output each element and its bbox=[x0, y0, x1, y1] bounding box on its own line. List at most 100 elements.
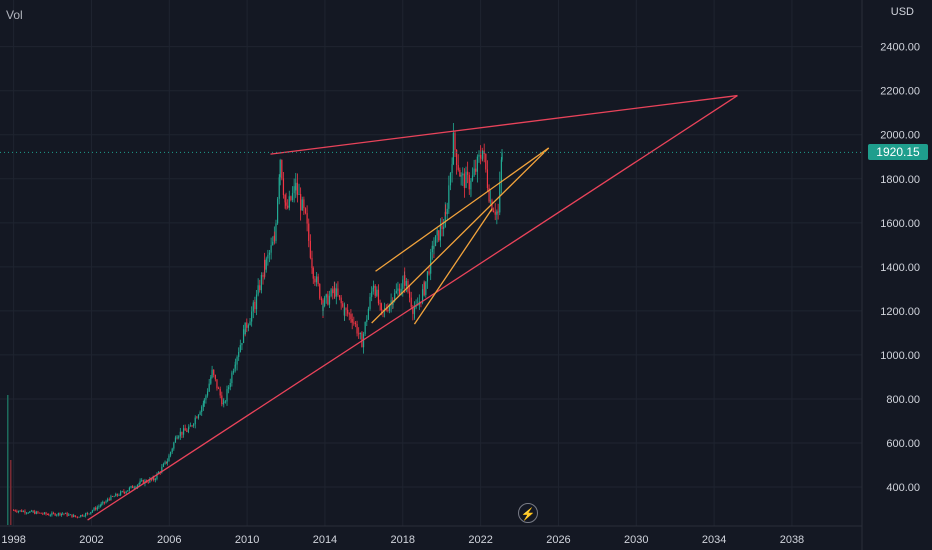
candle-body bbox=[350, 314, 352, 320]
candle-body bbox=[301, 199, 303, 211]
candle-body bbox=[88, 513, 90, 515]
candle-body bbox=[179, 431, 181, 437]
candle-body bbox=[74, 515, 76, 517]
candle-body bbox=[133, 487, 135, 489]
candle-body bbox=[246, 322, 248, 328]
candle-body bbox=[217, 388, 220, 390]
candle-body bbox=[38, 512, 41, 514]
candle-body bbox=[430, 252, 432, 274]
candle-body bbox=[353, 322, 355, 324]
candle-body bbox=[304, 208, 307, 212]
candle-body bbox=[156, 473, 158, 479]
candle-body bbox=[489, 200, 491, 202]
candle-body bbox=[372, 285, 375, 288]
candle-body bbox=[446, 208, 448, 215]
candle-body bbox=[400, 288, 402, 295]
candle-body bbox=[213, 369, 215, 375]
candle-body bbox=[304, 211, 307, 214]
candle-body bbox=[434, 235, 437, 247]
candle-body bbox=[494, 211, 496, 215]
candle-body bbox=[376, 289, 378, 296]
candle-body bbox=[259, 285, 261, 291]
candle-body bbox=[90, 511, 92, 514]
candle-body bbox=[317, 276, 319, 285]
candle-body bbox=[193, 424, 195, 426]
candle-body bbox=[372, 287, 374, 292]
candle-body bbox=[410, 297, 412, 307]
candle-body bbox=[127, 490, 129, 492]
candle-body bbox=[392, 301, 394, 305]
candle-body bbox=[433, 246, 435, 249]
trendline-red bbox=[87, 95, 738, 521]
candle-body bbox=[121, 491, 123, 492]
candle-body bbox=[270, 245, 272, 253]
candle-body bbox=[234, 364, 237, 366]
x-tick-label: 2030 bbox=[624, 534, 648, 546]
candle-body bbox=[324, 297, 326, 307]
candle-body bbox=[351, 319, 353, 323]
candle-body bbox=[338, 295, 341, 298]
candle-body bbox=[223, 401, 225, 403]
candle-body bbox=[205, 395, 207, 400]
candle-body bbox=[459, 169, 461, 177]
candle-body bbox=[492, 210, 495, 212]
candle-body bbox=[61, 513, 63, 516]
y-tick-label: 1800.00 bbox=[880, 174, 920, 186]
candle-body bbox=[308, 223, 310, 241]
candle-body bbox=[115, 493, 117, 497]
candle-body bbox=[125, 491, 127, 494]
candle-body bbox=[287, 205, 289, 208]
candle-body bbox=[173, 442, 175, 449]
candle-body bbox=[43, 512, 46, 514]
candle-body bbox=[76, 516, 79, 518]
candle-body bbox=[80, 515, 82, 517]
candles-group bbox=[13, 122, 503, 519]
lightning-bolt-icon[interactable]: ⚡ bbox=[518, 503, 538, 523]
candle-body bbox=[21, 510, 23, 512]
candle-body bbox=[340, 297, 342, 304]
candle-body bbox=[247, 325, 250, 328]
candle-body bbox=[40, 512, 42, 514]
candle-body bbox=[343, 308, 346, 316]
candle-body bbox=[37, 511, 39, 513]
candle-body bbox=[278, 177, 280, 199]
candle-body bbox=[288, 196, 290, 208]
candle-body bbox=[16, 511, 18, 512]
candle-body bbox=[428, 271, 430, 274]
candle-body bbox=[268, 252, 271, 255]
candle-body bbox=[361, 336, 363, 348]
candle-body bbox=[460, 175, 462, 177]
candle-body bbox=[149, 478, 151, 483]
candle-body bbox=[135, 487, 137, 488]
candle-body bbox=[75, 516, 77, 518]
candle-body bbox=[277, 198, 279, 224]
candle-body bbox=[239, 345, 241, 352]
candle-body bbox=[54, 513, 56, 516]
candle-body bbox=[229, 383, 231, 388]
x-tick-label: 2018 bbox=[391, 534, 415, 546]
candle-body bbox=[415, 305, 417, 308]
candle-body bbox=[431, 245, 433, 253]
candle-body bbox=[441, 225, 443, 230]
candle-body bbox=[45, 512, 47, 515]
candle-body bbox=[194, 417, 196, 425]
x-tick-label: 2010 bbox=[235, 534, 259, 546]
candle-body bbox=[96, 507, 98, 510]
candle-body bbox=[32, 511, 34, 513]
candle-body bbox=[83, 515, 85, 517]
candle-body bbox=[162, 464, 165, 467]
candle-body bbox=[186, 430, 188, 432]
candle-body bbox=[228, 387, 230, 390]
candle-body bbox=[238, 351, 240, 357]
candle-body bbox=[73, 515, 75, 518]
candle-body bbox=[48, 514, 50, 516]
candle-body bbox=[377, 289, 380, 304]
candle-body bbox=[25, 512, 28, 514]
x-tick-label: 2026 bbox=[546, 534, 570, 546]
candle-body bbox=[102, 501, 104, 504]
candle-body bbox=[224, 401, 226, 403]
x-tick-label: 2034 bbox=[702, 534, 726, 546]
candle-body bbox=[99, 505, 102, 507]
